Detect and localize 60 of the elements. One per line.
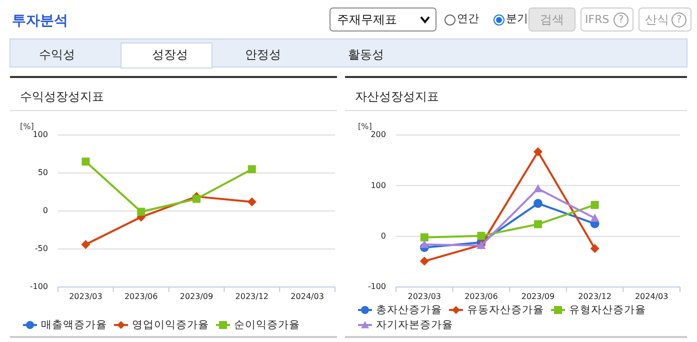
y-tick-label: -100: [30, 282, 48, 292]
text: 안정성: [245, 47, 281, 62]
y-tick-label: -100: [368, 282, 386, 292]
y-tick-label: 50: [38, 168, 48, 178]
legend-label: 자기자본증가율: [376, 318, 453, 331]
x-tick-label: 2023/12: [235, 292, 269, 302]
chart-title: 자산성장성지표: [355, 89, 439, 104]
x-tick-label: 2023/06: [464, 292, 498, 302]
legend-label: 유형자산증가율: [569, 304, 646, 316]
y-tick-label: 200: [370, 130, 386, 140]
point: [420, 240, 429, 248]
text: ?: [676, 14, 682, 26]
point: [590, 200, 599, 209]
point: [477, 232, 486, 240]
text: 활동성: [348, 47, 384, 62]
text: 연간: [457, 12, 479, 26]
point: [81, 240, 90, 249]
x-tick-label: 2023/03: [408, 292, 442, 302]
x-tick-label: 2023/09: [521, 292, 555, 302]
text: 투자분석: [12, 12, 68, 29]
y-tick-label: 0: [380, 232, 386, 241]
legend-label: 유동자산증가율: [467, 304, 544, 316]
point: [82, 158, 90, 166]
legend-label: 영업이익증가율: [132, 318, 209, 331]
y-axis-title: [%]: [358, 122, 372, 132]
point: [248, 165, 256, 174]
text: 수익성: [39, 47, 75, 62]
legend-label: 총자산증가율: [376, 304, 442, 316]
chart-title: 수익성장성지표: [20, 89, 104, 104]
x-tick-label: 2023/03: [69, 292, 102, 302]
point: [590, 214, 600, 222]
text: 분기: [506, 12, 528, 26]
point: [534, 220, 542, 228]
point: [247, 197, 256, 206]
text: ?: [618, 14, 624, 26]
point: [534, 184, 542, 192]
legend-label: 순이익증가율: [234, 318, 300, 331]
point: [590, 244, 600, 253]
x-tick-label: 2023/09: [180, 292, 214, 302]
x-tick-label: 2024/03: [634, 292, 668, 302]
y-axis-title: [%]: [20, 122, 34, 132]
point: [420, 256, 429, 266]
text: 검색: [540, 12, 564, 26]
point: [534, 198, 542, 208]
text: 성장성: [152, 47, 188, 62]
y-tick-label: -50: [34, 244, 48, 254]
x-tick-label: 2023/12: [578, 292, 612, 302]
x-tick-label: 2023/06: [124, 292, 158, 302]
text: IFRS: [585, 13, 610, 26]
text: 주재무제표: [337, 12, 397, 26]
y-tick-label: 100: [370, 180, 386, 190]
legend-label: 매출액증가율: [41, 318, 107, 331]
point: [534, 147, 542, 156]
point: [192, 194, 200, 203]
x-tick-label: 2024/03: [290, 292, 324, 302]
text: 산식: [645, 12, 669, 26]
y-tick-label: 0: [42, 206, 48, 216]
point: [420, 233, 428, 242]
y-tick-label: 100: [32, 130, 48, 140]
point: [137, 208, 146, 216]
